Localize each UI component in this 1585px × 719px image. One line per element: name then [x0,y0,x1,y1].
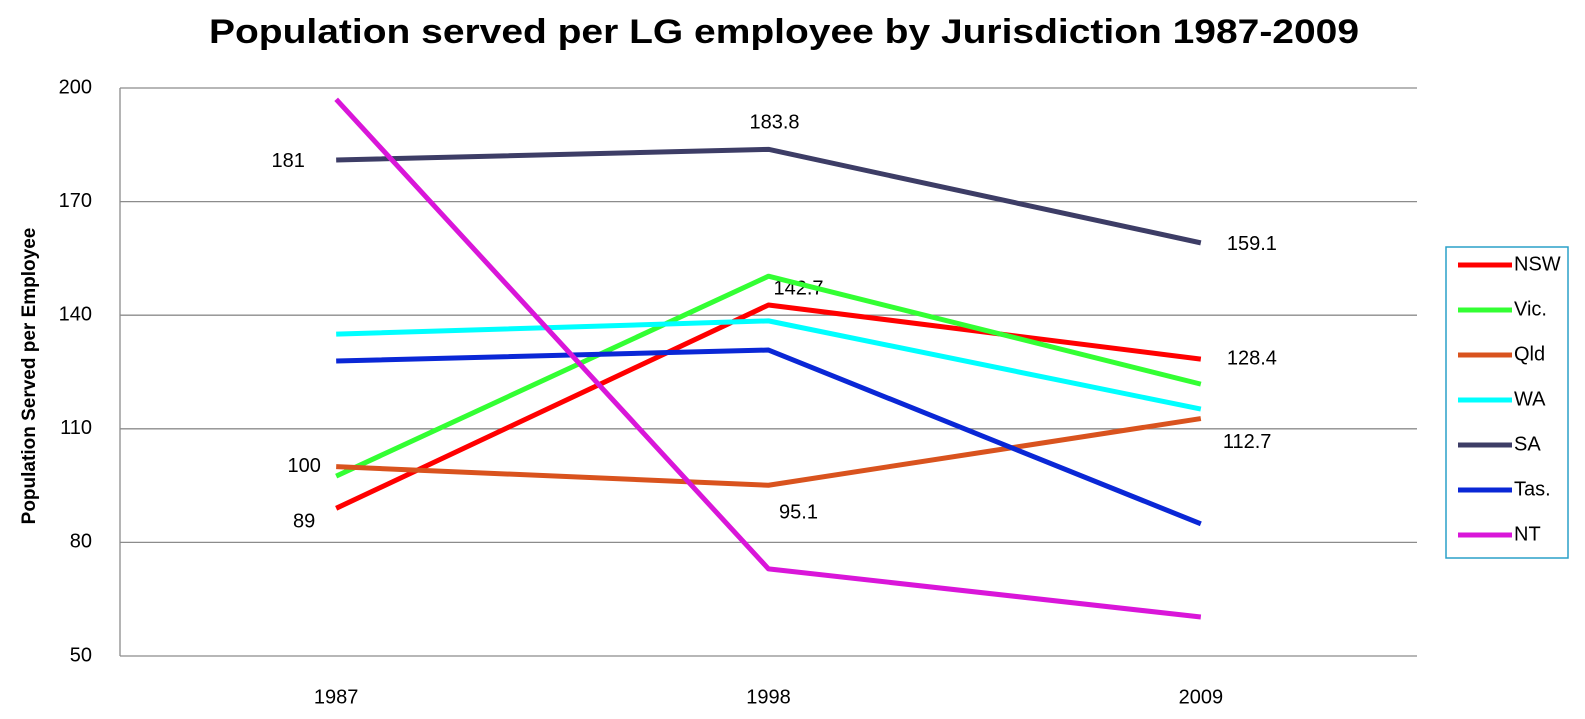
legend-label: Tas. [1514,478,1551,500]
series-line [336,318,1202,412]
data-label: 159.1 [1227,233,1277,255]
y-tick-label: 50 [70,644,92,666]
y-tick-label: 140 [59,303,92,325]
y-tick-label: 80 [70,531,92,553]
x-tick-label: 1998 [746,686,791,708]
series-line [336,146,1202,246]
data-label: 100 [287,455,320,477]
y-axis-title: Population Served per Employee [19,228,40,525]
series-line [336,347,1202,527]
legend-label: WA [1514,388,1546,410]
data-label: 89 [293,511,315,533]
chart-title: Population served per LG employee by Jur… [209,13,1359,51]
data-label: 128.4 [1227,347,1277,369]
legend-label: Vic. [1514,298,1547,320]
y-tick-label: 200 [59,76,92,98]
data-label: 95.1 [779,502,818,524]
series-line [335,273,1202,479]
series-line [335,302,1202,511]
legend-label: NT [1514,523,1541,545]
legend-label: SA [1514,433,1541,455]
data-label: 112.7 [1223,431,1272,453]
legend-label: NSW [1514,253,1561,275]
data-label: 183.8 [749,112,799,134]
series-line [334,97,1202,620]
y-tick-label: 110 [60,417,92,439]
data-label: 181 [271,150,304,172]
legend-label: Qld [1514,343,1545,365]
y-tick-label: 170 [59,190,92,212]
series-line [336,416,1202,488]
x-tick-label: 2009 [1179,686,1224,708]
x-tick-label: 1987 [314,686,359,708]
